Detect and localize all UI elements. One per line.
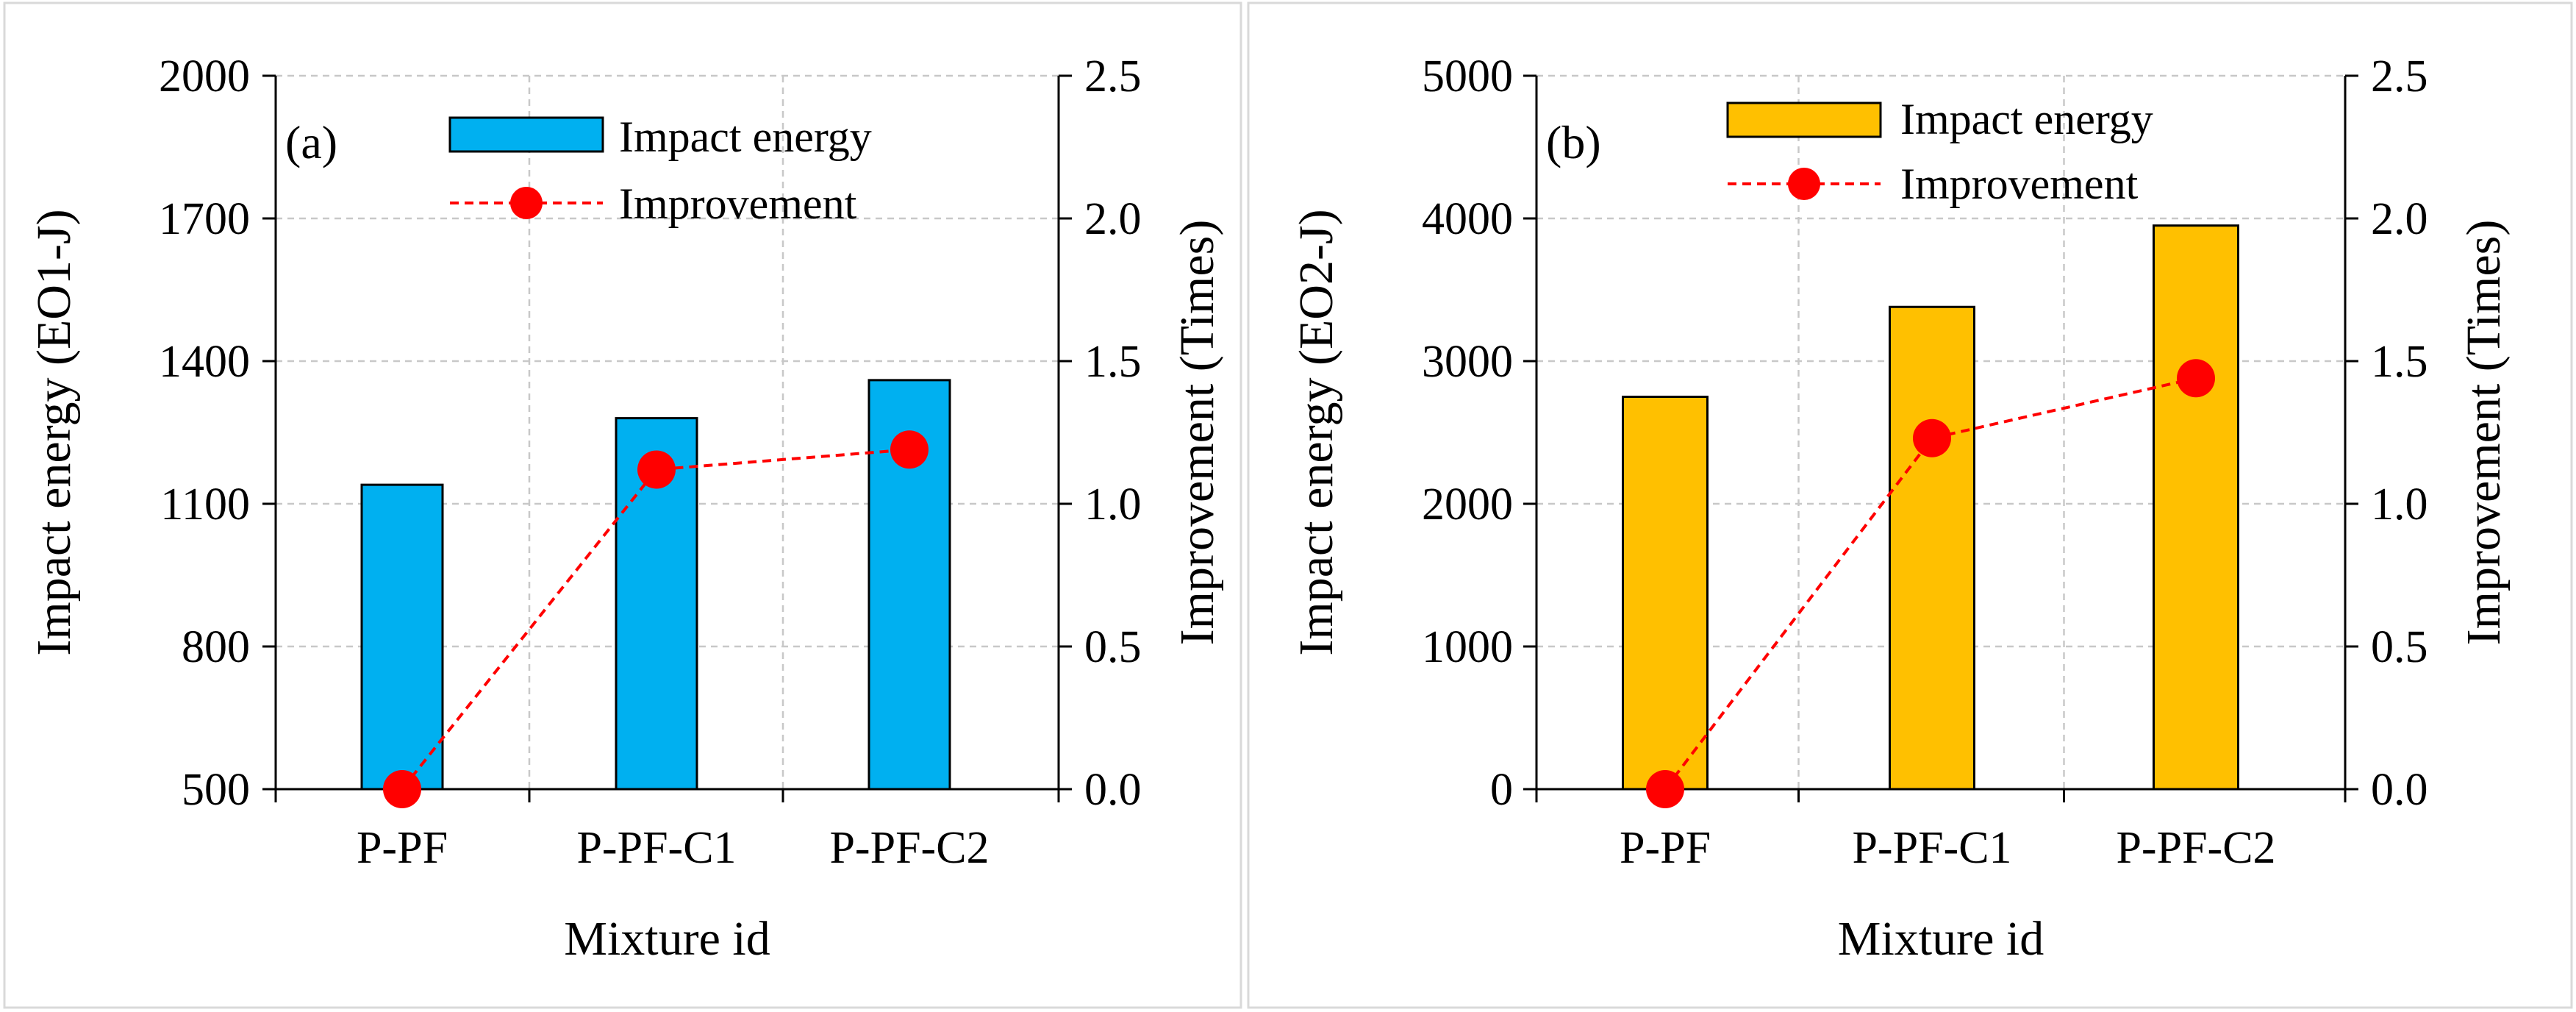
improvement-line [1664,377,2197,791]
y2-tick-label: 1.5 [2371,337,2428,387]
y2-tick-label: 2.0 [1084,194,1142,244]
improvement-point-p-pf-c1 [637,450,676,489]
x-axis-title: Mixture id [564,912,770,966]
y2-tick-label: 1.0 [1084,480,1142,530]
x-tick-label: P-PF [357,823,448,873]
legend-marker-swatch [510,187,543,219]
x-tick-label: P-PF [1620,823,1711,873]
legend-marker-swatch [1788,168,1820,200]
improvement-point-p-pf [383,770,421,808]
y2-tick-label: 0.5 [2371,622,2428,672]
y2-tick-label: 1.0 [2371,480,2428,530]
y2-tick-label: 0.0 [1084,765,1142,815]
y-tick-label: 0 [1490,765,1513,815]
panel-label: (a) [285,116,337,168]
y-tick-label: 1100 [160,480,250,530]
y-tick-label: 3000 [1422,337,1513,387]
y2-tick-label: 2.5 [1084,51,1142,101]
improvement-point-p-pf-c2 [890,430,929,469]
x-axis-title: Mixture id [1838,912,2044,966]
legend-label-improvement: Improvement [1900,160,2139,208]
x-tick-label: P-PF-C1 [576,823,736,873]
y2-axis-title: Improvement (Times) [2457,220,2511,646]
chart-panel-b: 0 0.0 1000 0.5 2000 1.0 3000 1.5 4000 2.0 5000 2.5 P… [1289,51,2511,966]
y-tick-label: 2000 [1422,480,1513,530]
y-tick-label: 800 [182,622,250,672]
y2-tick-label: 0.0 [2371,765,2428,815]
y-axis-title: Impact energy (EO2-J) [1289,209,1343,655]
y2-tick-label: 2.5 [2371,51,2428,101]
improvement-point-p-pf-c2 [2177,359,2215,398]
y2-tick-label: 0.5 [1084,622,1142,672]
panel-label: (b) [1546,116,1601,168]
y-tick-label: 5000 [1422,51,1513,101]
panel-a-frame [3,1,1242,1009]
y-tick-label: 4000 [1422,194,1513,244]
y-tick-label: 2000 [159,51,250,101]
y2-tick-label: 2.0 [2371,194,2428,244]
improvement-point-p-pf [1646,770,1684,808]
x-tick-label: P-PF-C1 [1852,823,2011,873]
bar-p-pf [1622,396,1709,791]
bar-p-pf-c2 [2153,224,2239,791]
bar-p-pf-c1 [1889,305,1975,791]
legend-label-improvement: Improvement [619,179,857,228]
improvement-point-p-pf-c1 [1913,418,1951,457]
y-axis-title: Impact energy (EO1-J) [27,209,81,655]
improvement-line [401,448,910,791]
legend-bar-swatch [448,116,604,153]
bar-p-pf [360,483,444,791]
x-tick-label: P-PF-C2 [2116,823,2275,873]
legend-label-impact-energy: Impact energy [619,113,872,161]
x-tick-label: P-PF-C2 [829,823,989,873]
legend-bar-swatch [1726,101,1882,138]
y2-tick-label: 1.5 [1084,337,1142,387]
y2-axis-title: Improvement (Times) [1170,220,1224,646]
y-tick-label: 1700 [159,194,250,244]
y-tick-label: 1000 [1422,622,1513,672]
panel-b-frame [1247,1,2573,1009]
chart-panel-a: 500 0.0 800 0.5 1100 1.0 1400 1.5 1700 2.0 2000 2.5… [27,51,1224,966]
y-tick-label: 1400 [159,337,250,387]
y-tick-label: 500 [182,765,250,815]
legend-label-impact-energy: Impact energy [1900,95,2153,143]
